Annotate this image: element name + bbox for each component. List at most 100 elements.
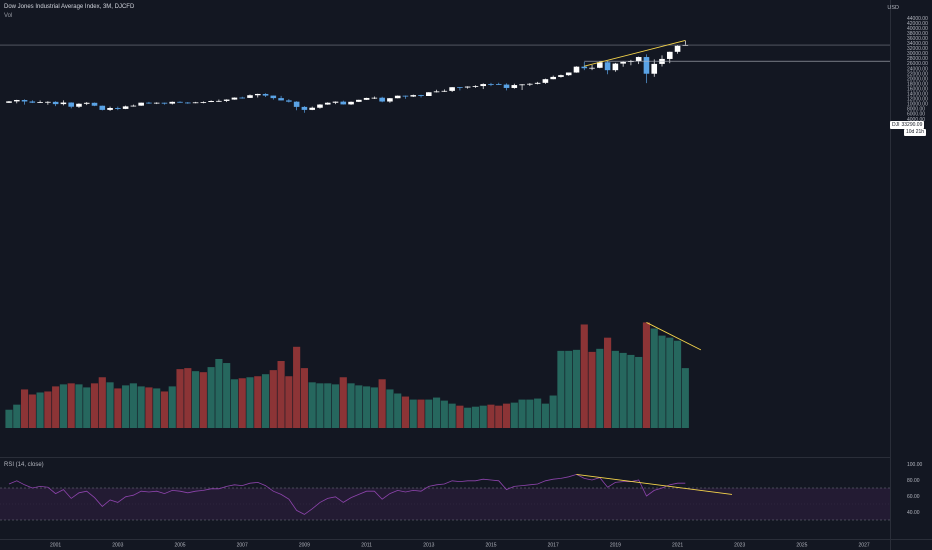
candle-body bbox=[573, 66, 580, 73]
volume-bar bbox=[269, 370, 277, 428]
candle-body bbox=[68, 102, 74, 107]
volume-bar bbox=[627, 354, 635, 428]
time-tick-label: 2003 bbox=[112, 543, 123, 549]
candle-body bbox=[45, 101, 51, 103]
volume-bar bbox=[425, 399, 433, 428]
volume-bar bbox=[59, 384, 67, 428]
volume-bar bbox=[611, 350, 619, 428]
price-candles[interactable] bbox=[6, 40, 689, 113]
price-tick-label: 4000.00 bbox=[907, 117, 925, 123]
volume-bar bbox=[650, 328, 658, 428]
volume-bar bbox=[316, 383, 324, 428]
candle-body bbox=[635, 57, 642, 62]
drawings[interactable] bbox=[0, 40, 890, 495]
volume-bar bbox=[160, 391, 169, 428]
volume-bar bbox=[230, 379, 239, 428]
current-symbol: DJI bbox=[892, 122, 900, 128]
candle-body bbox=[6, 101, 12, 103]
candle-body bbox=[402, 95, 409, 97]
volume-bar bbox=[300, 368, 308, 428]
volume-bar bbox=[75, 384, 83, 428]
time-tick-label: 2007 bbox=[237, 543, 248, 549]
rsi-tick-label: 40.00 bbox=[907, 510, 920, 516]
candle-body bbox=[410, 95, 417, 97]
price-tick-label: 16000.00 bbox=[907, 87, 928, 93]
price-tick-label: 24000.00 bbox=[907, 66, 928, 72]
rsi-line bbox=[8, 473, 686, 515]
price-tick-label: 8000.00 bbox=[907, 107, 925, 113]
candle-body bbox=[231, 97, 238, 100]
volume-bar bbox=[596, 348, 604, 428]
volume-bar bbox=[588, 351, 596, 429]
candle-body bbox=[379, 97, 385, 102]
candle-body bbox=[542, 79, 549, 83]
volume-bar bbox=[20, 389, 29, 428]
candle-body bbox=[394, 95, 401, 99]
candle-body bbox=[628, 61, 634, 62]
candle-body bbox=[332, 101, 339, 103]
candle-body bbox=[425, 92, 432, 96]
candle-body bbox=[153, 102, 160, 104]
candle-body bbox=[620, 61, 626, 64]
volume-bar bbox=[464, 407, 472, 428]
candle-body bbox=[464, 86, 471, 88]
candle-body bbox=[169, 101, 176, 104]
time-tick-label: 2013 bbox=[423, 543, 434, 549]
price-tick-label: 14000.00 bbox=[907, 92, 928, 98]
candle-body bbox=[216, 100, 222, 102]
candle-body bbox=[115, 108, 121, 109]
rsi-tick-label: 80.00 bbox=[907, 478, 920, 484]
volume-bar bbox=[565, 350, 573, 428]
time-tick-label: 2009 bbox=[299, 543, 310, 549]
volume-bar bbox=[456, 405, 464, 428]
candle-body bbox=[418, 95, 424, 96]
rsi-pane[interactable] bbox=[0, 473, 890, 521]
trendline-volume bbox=[646, 322, 702, 351]
candle-body bbox=[107, 108, 113, 110]
candle-body bbox=[99, 105, 106, 110]
candle-body bbox=[363, 97, 370, 100]
candle-body bbox=[247, 95, 253, 98]
chart-title[interactable]: Dow Jones Industrial Average Index, 3M, … bbox=[4, 4, 135, 10]
currency-label[interactable]: USD bbox=[887, 5, 899, 11]
price-tick-label: 34000.00 bbox=[907, 41, 928, 47]
current-price: 33290.09 bbox=[901, 122, 923, 128]
candle-body bbox=[433, 91, 440, 93]
candle-body bbox=[122, 106, 129, 109]
volume-bar bbox=[479, 405, 487, 428]
volume-legend[interactable]: Vol bbox=[4, 13, 13, 19]
candle-body bbox=[286, 100, 292, 102]
volume-bar bbox=[604, 337, 612, 428]
rsi-tick-label: 100.00 bbox=[907, 462, 923, 468]
rsi-legend[interactable]: RSI (14, close) bbox=[4, 462, 44, 468]
volume-bar bbox=[355, 385, 363, 428]
volume-bar bbox=[347, 383, 355, 428]
candle-body bbox=[550, 76, 556, 80]
volume-bar bbox=[534, 398, 542, 428]
candle-body bbox=[519, 84, 525, 86]
candle-body bbox=[52, 101, 59, 105]
volume-bar bbox=[98, 377, 106, 428]
candle-body bbox=[138, 102, 144, 106]
price-tick-label: 44000.00 bbox=[907, 16, 928, 22]
volume-bar bbox=[363, 386, 371, 428]
candle-body bbox=[441, 90, 448, 92]
volume-bar bbox=[52, 386, 60, 428]
price-tick-label: 10000.00 bbox=[907, 102, 928, 108]
candle-body bbox=[91, 102, 98, 106]
volume-bar bbox=[432, 397, 441, 428]
candle-body bbox=[270, 95, 277, 99]
volume-bar bbox=[106, 382, 114, 428]
volume-bar bbox=[13, 404, 21, 428]
volume-bar bbox=[215, 358, 223, 428]
rsi-tick-label: 60.00 bbox=[907, 494, 920, 500]
price-tick-label: 28000.00 bbox=[907, 56, 928, 62]
volume-bar bbox=[324, 383, 332, 428]
candle-body bbox=[534, 82, 541, 84]
volume-bar bbox=[471, 406, 480, 428]
volume-bar bbox=[658, 335, 666, 428]
time-tick-label: 2017 bbox=[548, 543, 559, 549]
volume-bar bbox=[261, 374, 270, 428]
